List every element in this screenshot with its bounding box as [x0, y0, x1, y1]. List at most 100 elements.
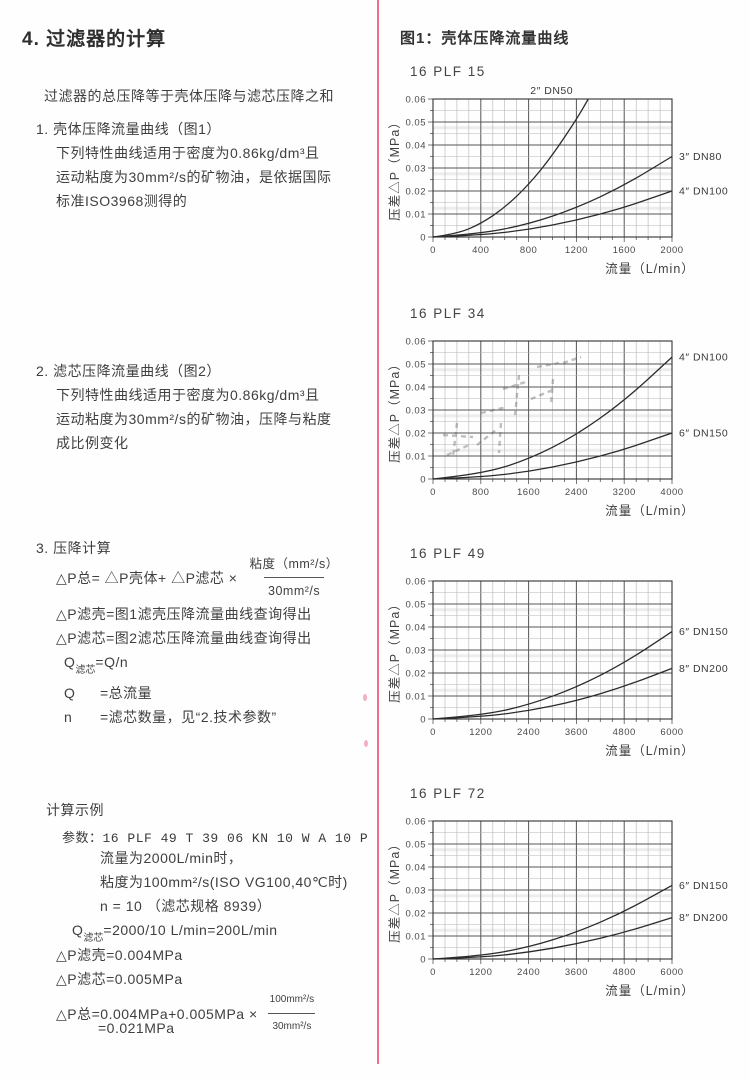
svg-text:0: 0 — [430, 245, 436, 256]
svg-text:0.03: 0.03 — [406, 163, 427, 174]
pink-smudge-artifact — [364, 740, 368, 747]
fraction-denominator: 30mm²/s — [264, 577, 325, 603]
svg-text:流量（L/min）: 流量（L/min） — [605, 984, 695, 998]
svg-text:0.05: 0.05 — [406, 359, 427, 370]
pressure-drop-chart-16-plf-34: 16 PLF 34 0 800 1600 2400 3200 4000 0 0.01 0.02 0… — [385, 300, 750, 535]
svg-text:4800: 4800 — [613, 967, 636, 978]
example-title: 计算示例 — [46, 802, 104, 818]
svg-text:400: 400 — [472, 245, 489, 256]
svg-text:压差△P（MPa）: 压差△P（MPa） — [388, 837, 402, 943]
section-element-curve: 2. 滤芯压降流量曲线（图2） 下列特性曲线适用于密度为0.86kg/dm³且 … — [36, 359, 331, 455]
definition-line: n =滤芯数量，见“2.技术参数” — [64, 708, 277, 725]
body-line: 下列特性曲线适用于密度为0.86kg/dm³且 — [56, 145, 320, 161]
body-line: △P滤壳=图1滤壳压降流量曲线查询得出 — [56, 606, 312, 622]
svg-text:0.01: 0.01 — [406, 209, 427, 220]
svg-text:6″ DN150: 6″ DN150 — [679, 880, 728, 892]
svg-text:0.04: 0.04 — [406, 382, 427, 393]
fold-line-artifact — [377, 0, 379, 1064]
body-line: 下列特性曲线适用于密度为0.86kg/dm³且 — [56, 387, 320, 403]
chart-canvas: 0 800 1600 2400 3200 4000 0 0.01 0.02 0.03 0.04 0.0… — [388, 336, 728, 518]
formula-lhs: △P总= △P壳体+ △P滤芯 × — [56, 569, 238, 586]
svg-text:1600: 1600 — [517, 487, 540, 498]
example-result: =0.021MPa — [98, 1020, 175, 1036]
section-title: 1. 壳体压降流量曲线（图1） — [36, 121, 221, 137]
chart-model-label: 16 PLF 49 — [410, 546, 486, 561]
svg-text:0.06: 0.06 — [406, 94, 427, 105]
svg-text:3200: 3200 — [613, 487, 636, 498]
svg-text:2400: 2400 — [517, 967, 540, 978]
svg-text:1600: 1600 — [613, 245, 636, 256]
example-parameter-line: 参数：16 PLF 49 T 39 06 KN 10 W A 10 P — [62, 831, 369, 846]
q-element-line: Q滤芯=Q/n — [64, 654, 129, 676]
pressure-drop-chart-16-plf-49: 16 PLF 49 0 1200 2400 3600 4800 6000 0 0.01 0.02… — [385, 540, 750, 775]
example-conditions: 流量为2000L/min时， 粘度为100mm²/s(ISO VG100,40℃… — [100, 846, 348, 918]
svg-text:4800: 4800 — [613, 727, 636, 738]
svg-text:0.04: 0.04 — [406, 862, 427, 873]
svg-text:0: 0 — [430, 967, 436, 978]
example-q-line: Q滤芯=2000/10 L/min=200L/min — [72, 922, 278, 944]
svg-text:0.04: 0.04 — [406, 140, 427, 151]
watermark-artifact — [442, 355, 582, 458]
body-line: 运动粘度为30mm²/s的矿物油，是依据国际 — [56, 169, 332, 185]
svg-text:4″ DN100: 4″ DN100 — [679, 186, 728, 198]
svg-text:0.01: 0.01 — [406, 931, 427, 942]
svg-text:6000: 6000 — [660, 727, 683, 738]
chart-model-label: 16 PLF 15 — [410, 64, 486, 79]
svg-text:流量（L/min）: 流量（L/min） — [605, 744, 695, 758]
formula-fraction: 100mm²/s 30mm²/s — [266, 988, 318, 1039]
chart-model-label: 16 PLF 34 — [410, 306, 486, 321]
svg-text:0.05: 0.05 — [406, 117, 427, 128]
formula-notes: △P滤壳=图1滤壳压降流量曲线查询得出 △P滤芯=图2滤芯压降流量曲线查询得出 … — [56, 602, 312, 729]
body-line: 成比例变化 — [56, 435, 129, 451]
svg-text:0.01: 0.01 — [406, 451, 427, 462]
svg-text:2″ DN50: 2″ DN50 — [530, 85, 573, 97]
pressure-formula: △P总= △P壳体+ △P滤芯 × 粘度（mm²/s） 30mm²/s — [56, 552, 343, 603]
pink-smudge-artifact — [363, 694, 367, 701]
svg-text:6000: 6000 — [660, 967, 683, 978]
example-total-formula: △P总=0.004MPa+0.005MPa × 100mm²/s 30mm²/s — [56, 988, 318, 1039]
svg-text:8″ DN200: 8″ DN200 — [679, 912, 728, 924]
body-line: △P滤芯=图2滤芯压降流量曲线查询得出 — [56, 630, 312, 646]
formula-fraction: 粘度（mm²/s） 30mm²/s — [245, 552, 342, 603]
svg-text:1200: 1200 — [469, 727, 492, 738]
example-dp-element: △P滤芯=0.005MPa — [56, 971, 183, 987]
svg-text:0.06: 0.06 — [406, 816, 427, 827]
svg-text:0: 0 — [420, 474, 426, 485]
body-line: 粘度为100mm²/s(ISO VG100,40℃时) — [100, 874, 348, 890]
chart-canvas: 0 1200 2400 3600 4800 6000 0 0.01 0.02 0.03 0.04 0.… — [388, 576, 728, 758]
body-line: 标准ISO3968测得的 — [56, 193, 188, 209]
svg-text:4″ DN100: 4″ DN100 — [679, 352, 728, 364]
intro-paragraph: 过滤器的总压降等于壳体压降与滤芯压降之和 — [44, 88, 334, 104]
formula-lhs: △P总=0.004MPa+0.005MPa × — [56, 1005, 258, 1022]
svg-text:流量（L/min）: 流量（L/min） — [605, 262, 695, 276]
svg-text:压差△P（MPa）: 压差△P（MPa） — [388, 115, 402, 221]
svg-text:0.02: 0.02 — [406, 668, 427, 679]
example-dp-shell: △P滤壳=0.004MPa — [56, 947, 183, 963]
svg-text:0.01: 0.01 — [406, 691, 427, 702]
chart-canvas: 0 1200 2400 3600 4800 6000 0 0.01 0.02 0.03 0.04 0.… — [388, 816, 728, 998]
fraction-denominator: 30mm²/s — [268, 1013, 316, 1039]
svg-text:8″ DN200: 8″ DN200 — [679, 663, 728, 675]
svg-text:0.06: 0.06 — [406, 336, 427, 347]
svg-text:800: 800 — [520, 245, 537, 256]
svg-text:0.04: 0.04 — [406, 622, 427, 633]
svg-text:0.05: 0.05 — [406, 839, 427, 850]
body-line: 运动粘度为30mm²/s的矿物油，压降与粘度 — [56, 411, 332, 427]
svg-text:流量（L/min）: 流量（L/min） — [605, 504, 695, 518]
svg-text:2400: 2400 — [565, 487, 588, 498]
chart-model-label: 16 PLF 72 — [410, 786, 486, 801]
svg-text:0.05: 0.05 — [406, 599, 427, 610]
figure-title: 图1：壳体压降流量曲线 — [400, 30, 570, 47]
svg-text:6″ DN150: 6″ DN150 — [679, 626, 728, 638]
svg-text:0.06: 0.06 — [406, 576, 427, 587]
svg-text:1200: 1200 — [565, 245, 588, 256]
svg-text:0: 0 — [430, 727, 436, 738]
svg-text:3″ DN80: 3″ DN80 — [679, 151, 722, 163]
svg-text:0.03: 0.03 — [406, 645, 427, 656]
svg-text:800: 800 — [472, 487, 489, 498]
section-shell-curve: 1. 壳体压降流量曲线（图1） 下列特性曲线适用于密度为0.86kg/dm³且 … — [36, 117, 331, 213]
pressure-drop-chart-16-plf-72: 16 PLF 72 0 1200 2400 3600 4800 6000 0 0.01 0.02… — [385, 780, 750, 1015]
pressure-drop-chart-16-plf-15: 16 PLF 15 0 400 800 1200 1600 2000 0 0.01 0.02 0.… — [385, 58, 750, 293]
section-title: 2. 滤芯压降流量曲线（图2） — [36, 363, 221, 379]
fraction-numerator: 粘度（mm²/s） — [249, 557, 339, 571]
